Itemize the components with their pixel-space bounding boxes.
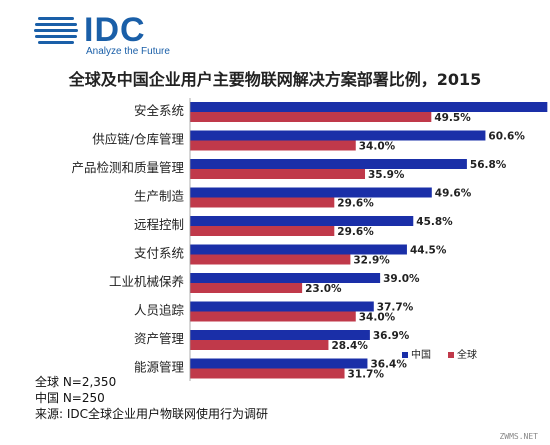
data-label-china: 36.9% <box>373 330 410 342</box>
idc-logo: IDC Analyze the Future <box>34 11 194 59</box>
data-label-global: 34.0% <box>359 312 396 324</box>
legend-label-china: 中国 <box>411 348 431 361</box>
bar-global <box>190 368 345 379</box>
category-label: 供应链/仓库管理 <box>92 132 184 147</box>
watermark: ZWMS.NET <box>499 432 538 441</box>
bar-global <box>190 254 351 265</box>
data-label-global: 31.7% <box>348 369 385 381</box>
bar-china <box>190 330 370 340</box>
data-label-global: 49.5% <box>434 112 471 124</box>
bar-china <box>190 358 368 369</box>
category-label: 安全系统 <box>134 103 184 118</box>
category-label: 人员追踪 <box>134 303 185 318</box>
bar-global <box>190 140 356 151</box>
data-label-china: 56.8% <box>470 159 507 171</box>
data-label-global: 28.4% <box>331 340 368 352</box>
bar-global <box>190 283 303 293</box>
data-label-global: 34.0% <box>359 141 396 153</box>
bar-china <box>190 187 432 198</box>
bar-china <box>190 130 486 141</box>
bar-global <box>190 311 356 322</box>
bar-china <box>190 102 548 112</box>
data-label-global: 29.6% <box>337 226 374 238</box>
chart-notes: 全球 N=2,350 中国 N=250 来源: IDC全球企业用户物联网使用行为… <box>35 374 268 422</box>
legend-swatch-china <box>402 352 408 358</box>
data-label-china: 49.6% <box>435 188 472 200</box>
category-label: 远程控制 <box>134 217 184 232</box>
data-label-global: 29.6% <box>337 198 374 210</box>
logo-tagline: Analyze the Future <box>86 46 170 57</box>
bar-global <box>190 197 335 208</box>
data-label-china: 44.5% <box>410 245 447 257</box>
data-label-global: 32.9% <box>353 255 390 267</box>
note-source: 来源: IDC全球企业用户物联网使用行为调研 <box>35 407 269 421</box>
note-global-sample: 全球 N=2,350 <box>35 375 117 389</box>
data-label-global: 23.0% <box>305 283 342 295</box>
data-label-china: 37.7% <box>377 302 414 314</box>
chart-title: 全球及中国企业用户主要物联网解决方案部署比例，2015 <box>68 70 482 89</box>
bar-china <box>190 244 407 255</box>
idc-globe-icon <box>34 17 78 44</box>
category-label: 产品检测和质量管理 <box>71 160 184 175</box>
data-label-china: 60.6% <box>488 131 525 143</box>
bar-china <box>190 301 374 312</box>
bar-china <box>190 216 414 226</box>
bar-china <box>190 159 467 169</box>
logo-wordmark: IDC <box>84 11 146 49</box>
bar-china <box>190 273 381 283</box>
category-label: 能源管理 <box>134 360 185 375</box>
data-label-china: 45.8% <box>416 216 453 228</box>
legend-label-global: 全球 <box>457 348 477 361</box>
category-label: 支付系统 <box>134 246 184 261</box>
category-label: 工业机械保养 <box>109 274 184 289</box>
category-label: 资产管理 <box>134 331 185 346</box>
legend: 中国 全球 <box>402 348 477 361</box>
bar-global <box>190 112 432 122</box>
bar-chart: 安全系统73.3%49.5%供应链/仓库管理60.6%34.0%产品检测和质量管… <box>71 98 548 381</box>
legend-swatch-global <box>448 352 454 358</box>
data-label-global: 35.9% <box>368 169 405 181</box>
category-label: 生产制造 <box>134 189 185 204</box>
bar-global <box>190 340 329 350</box>
bar-global <box>190 226 335 236</box>
data-label-china: 39.0% <box>383 273 420 285</box>
data-label-china: 36.4% <box>370 359 407 371</box>
note-china-sample: 中国 N=250 <box>35 391 105 405</box>
bar-global <box>190 169 366 179</box>
